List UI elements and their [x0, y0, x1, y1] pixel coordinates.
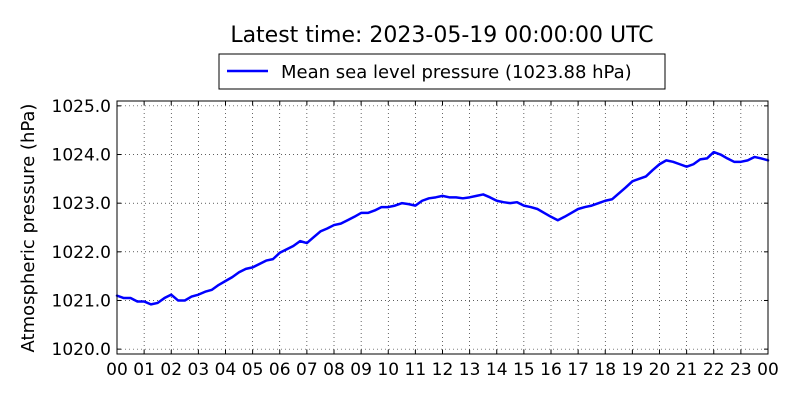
y-tick-label: 1021.0: [52, 291, 111, 311]
x-tick-label: 06: [269, 360, 291, 380]
x-tick-label: 22: [703, 360, 725, 380]
x-tick-label: 17: [567, 360, 589, 380]
x-tick-label: 00: [106, 360, 128, 380]
y-tick-label: 1025.0: [52, 97, 111, 117]
x-tick-label: 05: [242, 360, 264, 380]
y-tick-label: 1023.0: [52, 194, 111, 214]
y-axis-label: Atmospheric pressure (hPa): [18, 104, 39, 353]
x-tick-label: 08: [323, 360, 345, 380]
x-tick-label: 09: [350, 360, 372, 380]
x-tick-label: 14: [486, 360, 508, 380]
x-tick-label: 19: [622, 360, 644, 380]
x-tick-label: 15: [513, 360, 535, 380]
x-tick-label: 12: [432, 360, 454, 380]
grid-lines: [117, 101, 768, 354]
legend: Mean sea level pressure (1023.88 hPa): [219, 54, 665, 89]
x-tick-label: 21: [676, 360, 698, 380]
y-tick-label: 1020.0: [52, 340, 111, 360]
x-tick-label: 11: [405, 360, 427, 380]
x-tick-label: 04: [215, 360, 237, 380]
legend-label: Mean sea level pressure (1023.88 hPa): [281, 62, 632, 83]
x-tick-label: 20: [649, 360, 671, 380]
x-tick-label: 07: [296, 360, 318, 380]
x-tick-label: 10: [377, 360, 399, 380]
x-tick-label: 03: [188, 360, 210, 380]
y-tick-label: 1022.0: [52, 243, 111, 263]
x-tick-label: 01: [133, 360, 155, 380]
axis-ticks: [117, 101, 768, 354]
x-tick-label: 16: [540, 360, 562, 380]
y-tick-label: 1024.0: [52, 146, 111, 166]
x-tick-label: 18: [594, 360, 616, 380]
x-tick-label: 02: [160, 360, 182, 380]
y-tick-labels: 1020.0 1021.0 1022.0 1023.0 1024.0 1025.0: [52, 97, 111, 360]
x-tick-label: 00: [757, 360, 779, 380]
chart-title: Latest time: 2023-05-19 00:00:00 UTC: [230, 23, 653, 48]
plot-frame: [117, 101, 768, 354]
x-tick-label: 13: [459, 360, 481, 380]
x-tick-label: 23: [730, 360, 752, 380]
